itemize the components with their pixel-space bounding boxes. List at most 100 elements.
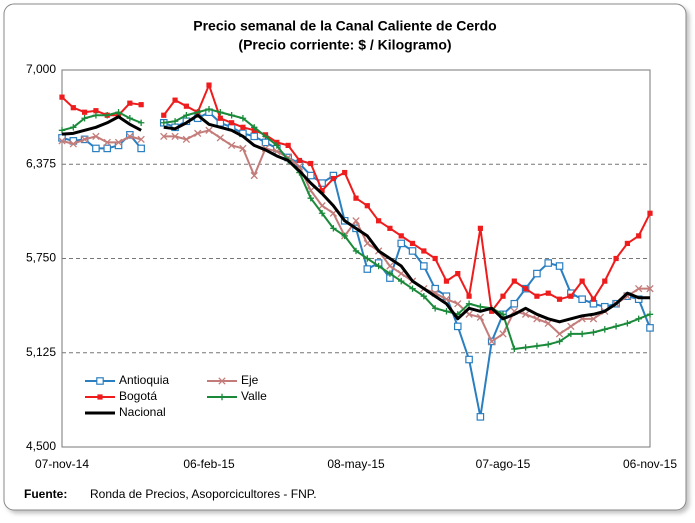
- series-marker: [364, 255, 371, 262]
- series-marker: [376, 218, 382, 224]
- source-label: Fuente:: [24, 487, 67, 501]
- series-marker: [635, 285, 643, 293]
- series-marker: [318, 210, 326, 217]
- series-marker: [92, 132, 100, 141]
- series-marker: [183, 112, 190, 119]
- legend-label: Nacional: [119, 405, 166, 419]
- series-marker: [58, 137, 66, 145]
- series-marker: [511, 278, 517, 284]
- series-marker: [161, 112, 167, 118]
- series-marker: [364, 203, 370, 209]
- y-tick-label: 5,125: [26, 345, 56, 359]
- series-marker: [250, 132, 259, 141]
- series-marker: [556, 296, 563, 302]
- series-marker: [273, 142, 281, 149]
- series-marker: [523, 286, 529, 292]
- series-marker: [70, 105, 76, 111]
- series-marker: [431, 305, 439, 312]
- series-marker: [227, 141, 236, 150]
- chart-title: Precio semanal de la Canal Caliente de C…: [193, 18, 496, 34]
- series-marker: [330, 175, 336, 182]
- series-marker: [533, 269, 541, 278]
- series-marker: [342, 169, 348, 176]
- series-marker: [160, 119, 167, 126]
- series-marker: [103, 144, 112, 153]
- series-marker: [330, 225, 337, 232]
- series-marker: [421, 248, 427, 254]
- series-marker: [363, 265, 372, 273]
- series-marker: [80, 135, 89, 144]
- series-marker: [398, 277, 405, 285]
- series-marker: [262, 133, 269, 140]
- series-marker: [137, 144, 145, 153]
- series-marker: [194, 129, 202, 137]
- series-marker: [69, 140, 77, 148]
- series-marker: [646, 285, 654, 293]
- series-marker: [545, 290, 551, 296]
- x-tick-label: 06-nov-15: [623, 457, 677, 471]
- series-marker: [261, 138, 270, 147]
- series-marker: [137, 119, 145, 126]
- series-marker: [115, 109, 122, 116]
- series-marker: [92, 144, 100, 153]
- series-marker: [126, 131, 134, 139]
- series-marker: [398, 233, 404, 239]
- series-marker: [534, 293, 540, 299]
- series-marker: [477, 225, 483, 231]
- series-marker: [420, 293, 428, 300]
- series-marker: [579, 278, 585, 284]
- series-marker: [251, 124, 258, 131]
- legend-label: Antioquia: [119, 373, 169, 387]
- series-marker: [114, 138, 123, 147]
- plot-border: [61, 69, 651, 448]
- series-marker: [205, 126, 213, 134]
- series-marker: [70, 124, 77, 131]
- series-marker: [228, 112, 235, 119]
- series-marker: [646, 324, 654, 332]
- series-marker: [465, 355, 473, 364]
- x-tick-label: 07-nov-14: [35, 457, 89, 471]
- series-marker: [239, 115, 247, 122]
- series-marker: [127, 100, 133, 106]
- series-marker: [466, 293, 472, 299]
- series-marker: [499, 311, 507, 318]
- series-marker: [126, 132, 134, 141]
- series-marker: [590, 296, 597, 302]
- series-marker: [636, 233, 642, 239]
- series-marker: [408, 247, 417, 255]
- series-marker: [567, 322, 575, 331]
- legend-marker: [97, 394, 103, 400]
- series-marker: [363, 239, 371, 248]
- source-text: Ronda de Precios, Asoporcicultores - FNP…: [90, 487, 317, 501]
- series-marker: [387, 225, 393, 231]
- series-marker: [239, 144, 247, 153]
- series-marker: [296, 157, 303, 164]
- x-tick-label: 06-feb-15: [183, 457, 235, 471]
- series-marker: [613, 255, 619, 262]
- series-marker: [397, 269, 405, 278]
- series-marker: [386, 262, 394, 270]
- series-marker: [544, 259, 553, 267]
- series-marker: [92, 112, 100, 119]
- legend-label: Valle: [241, 389, 267, 403]
- series-marker: [409, 240, 416, 247]
- series-marker: [217, 115, 223, 121]
- series-line: [163, 113, 650, 324]
- series-marker: [285, 142, 291, 148]
- series-marker: [511, 345, 518, 353]
- chart-frame: [3, 3, 687, 511]
- series-marker: [205, 106, 213, 113]
- y-tick-label: 6,375: [26, 156, 56, 170]
- series-marker: [601, 326, 608, 333]
- series-marker: [217, 109, 224, 116]
- series-marker: [375, 262, 382, 270]
- series-marker: [352, 217, 360, 225]
- series-marker: [229, 120, 235, 126]
- series-marker: [431, 284, 439, 293]
- series-marker: [624, 320, 631, 327]
- series-marker: [589, 315, 598, 323]
- series-marker: [499, 330, 507, 338]
- series-marker: [137, 135, 145, 144]
- y-tick-label: 4,500: [26, 439, 56, 453]
